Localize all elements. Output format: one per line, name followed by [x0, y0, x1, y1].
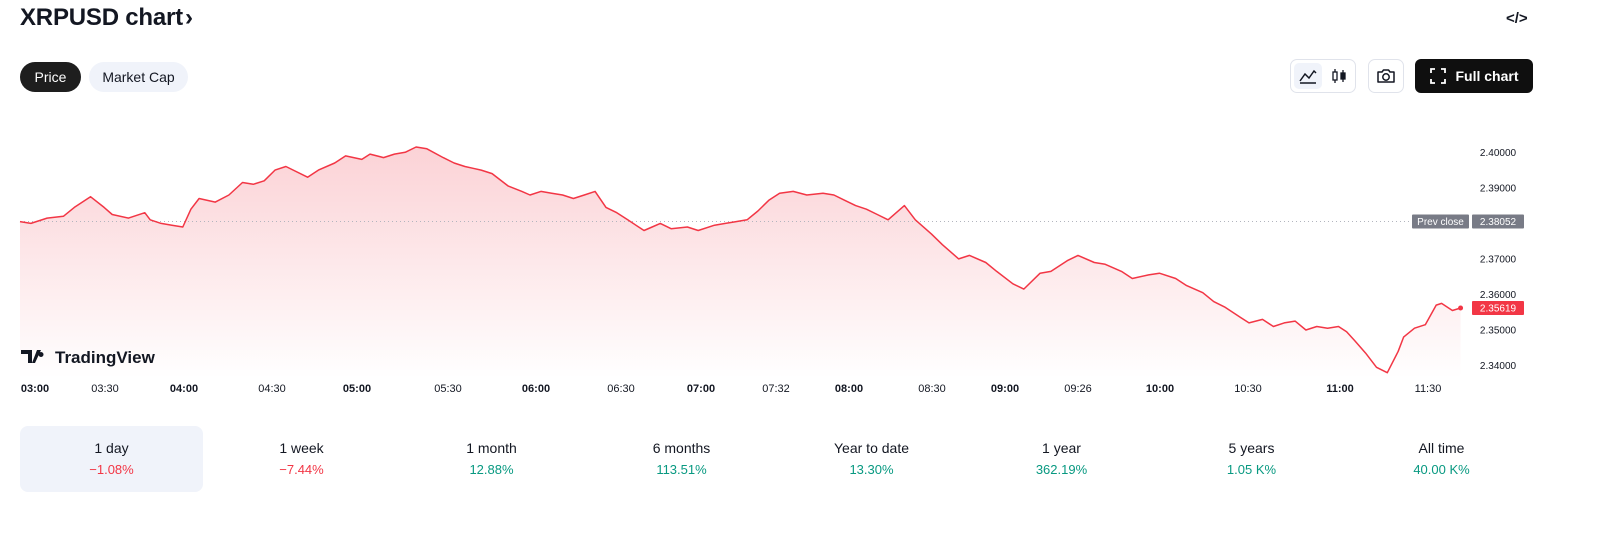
period-change: 362.19%	[1035, 462, 1088, 477]
y-tick-label: 2.37000	[1480, 254, 1517, 265]
x-tick-label: 09:00	[991, 383, 1019, 395]
prev-close-label-bg	[1412, 214, 1469, 229]
x-tick-label: 03:00	[21, 383, 49, 395]
chevron-right-icon[interactable]: ›	[184, 4, 193, 31]
period-year-to-date[interactable]: Year to date 13.30%	[780, 426, 963, 492]
tradingview-logo-text: TradingView	[55, 348, 156, 367]
x-tick-label: 05:30	[434, 383, 462, 395]
period-label: 1 day	[94, 440, 129, 456]
period-change: 113.51%	[656, 462, 707, 477]
x-tick-label: 08:30	[918, 383, 946, 395]
x-tick-label: 04:00	[170, 383, 198, 395]
chart-style-toggle	[1290, 59, 1356, 93]
x-tick-label: 04:30	[258, 383, 286, 395]
period-label: 1 month	[466, 440, 517, 456]
period-label: 1 week	[279, 440, 324, 456]
y-tick-label: 2.40000	[1480, 148, 1517, 159]
period-label: 6 months	[652, 440, 711, 456]
period-change: −7.44%	[279, 462, 324, 477]
y-tick-label: 2.34000	[1480, 361, 1517, 372]
tradingview-logo: TradingView	[21, 348, 156, 367]
period-all-time[interactable]: All time 40.00 K%	[1350, 426, 1533, 492]
tradingview-logo-icon	[21, 350, 44, 363]
period-6-months[interactable]: 6 months 113.51%	[590, 426, 773, 492]
x-tick-label: 06:30	[607, 383, 635, 395]
last-price-value-bg	[1472, 301, 1524, 316]
period-change: −1.08%	[89, 462, 134, 477]
x-tick-label: 09:26	[1064, 383, 1092, 395]
x-tick-label: 11:30	[1415, 383, 1442, 395]
period-change: 1.05 K%	[1226, 462, 1277, 477]
prev-close-label: Prev close	[1417, 217, 1464, 228]
period-change: 40.00 K%	[1413, 462, 1470, 477]
last-price-value: 2.35619	[1480, 304, 1517, 315]
prev-close-value-bg	[1472, 214, 1524, 229]
x-tick-label: 11:00	[1326, 383, 1354, 395]
candles-icon	[1332, 69, 1346, 83]
prev-close-tag: Prev close 2.38052	[1412, 214, 1524, 229]
prev-close-value: 2.38052	[1480, 217, 1517, 228]
snapshot-button[interactable]	[1368, 59, 1404, 93]
period-label: All time	[1418, 440, 1465, 456]
y-tick-label: 2.36000	[1480, 290, 1517, 301]
period-change: 12.88%	[469, 462, 514, 477]
x-tick-label: 10:00	[1146, 383, 1174, 395]
y-tick-label: 2.35000	[1480, 326, 1517, 337]
period-5-years[interactable]: 5 years 1.05 K%	[1160, 426, 1343, 492]
x-tick-label: 07:32	[762, 383, 790, 395]
area-chart-button[interactable]	[1294, 63, 1322, 89]
full-chart-button[interactable]: Full chart	[1415, 59, 1533, 93]
x-axis: 03:00 03:30 04:00 04:30 05:00 05:30 06:00 06:30…	[21, 383, 1441, 395]
period-selector: 1 day −1.08% 1 week −7.44% 1 month 12.88…	[20, 426, 1533, 492]
period-label: 1 year	[1042, 440, 1081, 456]
price-line	[19, 146, 1461, 374]
full-chart-label: Full chart	[1455, 68, 1519, 84]
period-label: Year to date	[834, 440, 909, 456]
x-tick-label: 06:00	[522, 383, 550, 395]
last-price-tag: 2.35619	[1472, 301, 1524, 316]
x-tick-label: 03:30	[91, 383, 119, 395]
y-axis: 2.40000 2.39000 2.37000 2.36000 2.35000 2.340…	[1480, 148, 1517, 372]
x-tick-label: 07:00	[687, 383, 715, 395]
chart-title[interactable]: XRPUSD chart	[20, 4, 183, 31]
page-title[interactable]: XRPUSD chart›	[20, 4, 193, 32]
y-tick-label: 2.39000	[1480, 183, 1517, 194]
period-label: 5 years	[1228, 440, 1275, 456]
price-area-fill	[20, 147, 1461, 378]
price-chart[interactable]: 2.40000 2.39000 2.37000 2.36000 2.35000 2.340…	[0, 100, 1540, 405]
camera-icon	[1377, 69, 1395, 83]
embed-code-icon[interactable]: </>	[1506, 10, 1528, 27]
period-1-week[interactable]: 1 week −7.44%	[210, 426, 393, 492]
last-price-dot	[1458, 305, 1464, 311]
expand-icon	[1430, 68, 1447, 84]
tab-price[interactable]: Price	[20, 62, 81, 92]
period-change: 13.30%	[849, 462, 894, 477]
period-1-day[interactable]: 1 day −1.08%	[20, 426, 203, 492]
x-tick-label: 10:30	[1234, 383, 1262, 395]
x-tick-label: 08:00	[835, 383, 863, 395]
candles-chart-button[interactable]	[1325, 63, 1353, 89]
tab-market-cap[interactable]: Market Cap	[89, 62, 188, 92]
x-tick-label: 05:00	[343, 383, 371, 395]
period-1-year[interactable]: 1 year 362.19%	[970, 426, 1153, 492]
area-chart-icon	[1299, 69, 1317, 84]
period-1-month[interactable]: 1 month 12.88%	[400, 426, 583, 492]
